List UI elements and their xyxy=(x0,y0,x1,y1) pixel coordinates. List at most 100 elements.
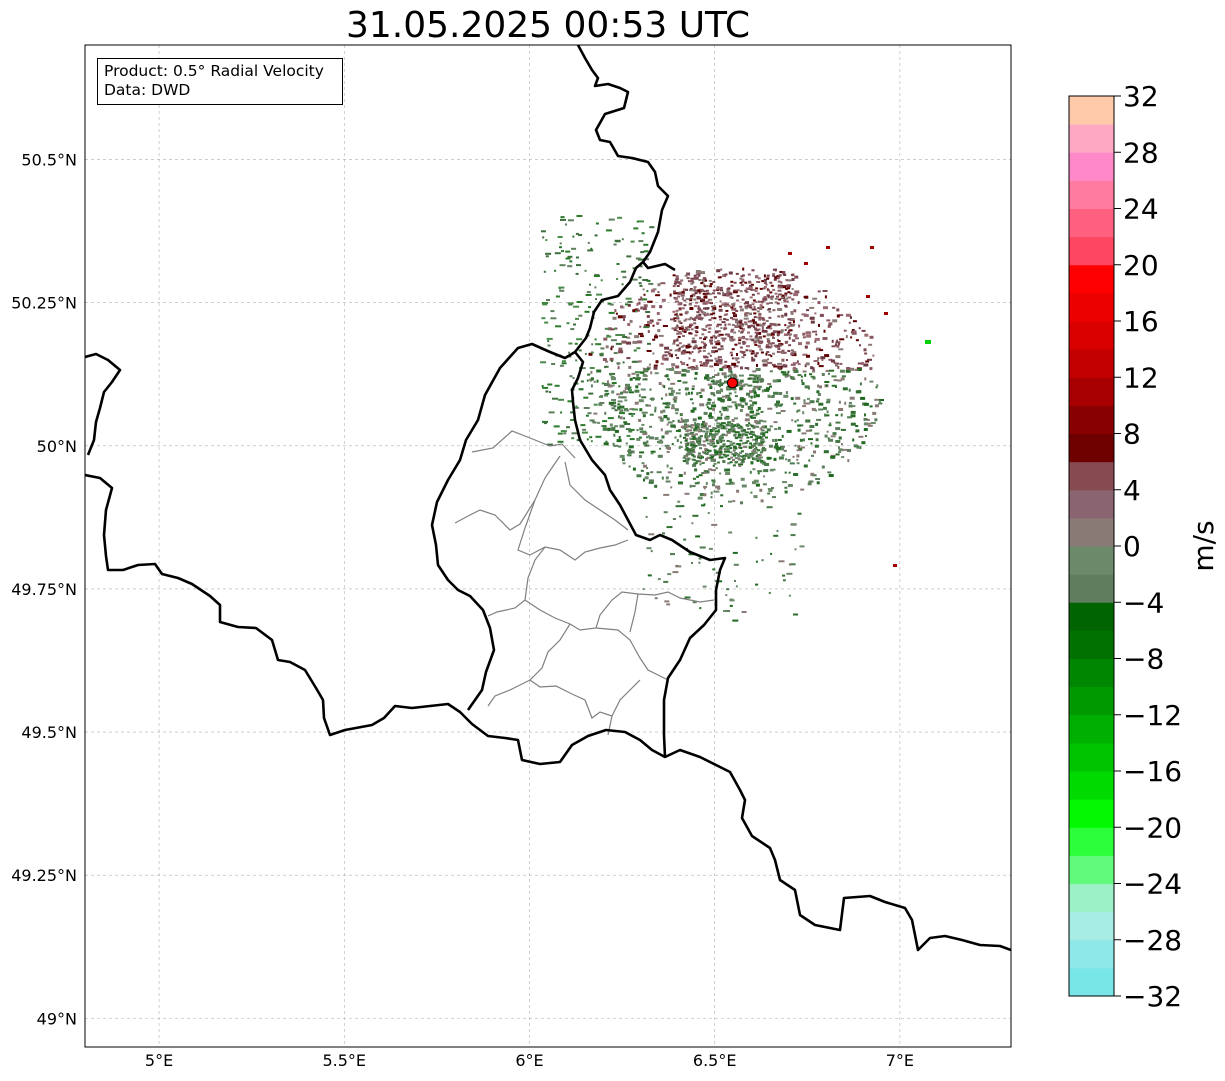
echo-pixel xyxy=(766,338,770,340)
echo-pixel xyxy=(730,336,734,338)
echo-pixel xyxy=(857,368,862,371)
echo-pixel xyxy=(808,459,811,462)
echo-pixel xyxy=(567,219,574,222)
echo-pixel xyxy=(847,416,853,419)
echo-pixel xyxy=(677,380,682,382)
echo-pixel xyxy=(717,334,721,337)
echo-pixel xyxy=(647,434,650,438)
echo-pixel xyxy=(740,427,744,430)
lon-tick-label: 6.5°E xyxy=(693,1051,737,1070)
echo-pixel xyxy=(703,411,708,415)
echo-pixel xyxy=(688,303,692,306)
echo-pixel xyxy=(717,416,723,420)
echo-pixel xyxy=(777,340,781,342)
echo-pixel xyxy=(740,336,744,339)
echo-pixel xyxy=(727,367,732,371)
echo-pixel xyxy=(754,322,758,325)
echo-pixel xyxy=(707,331,711,334)
echo-pixel xyxy=(706,377,711,379)
echo-pixel xyxy=(625,391,629,394)
echo-pixel xyxy=(692,444,695,448)
echo-pixel xyxy=(680,325,684,328)
echo-pixel xyxy=(752,448,756,451)
echo-pixel xyxy=(848,401,852,404)
echo-pixel xyxy=(765,352,768,356)
admin-border-line xyxy=(529,623,613,719)
echo-pixel xyxy=(670,318,675,321)
echo-pixel xyxy=(699,403,705,407)
echo-pixel xyxy=(646,404,652,407)
echo-pixel xyxy=(793,293,799,297)
echo-pixel xyxy=(759,436,763,439)
echo-pixel xyxy=(672,342,676,345)
echo-pixel xyxy=(734,395,738,398)
echo-pixel xyxy=(709,298,713,301)
echo-pixel xyxy=(646,315,650,318)
echo-pixel xyxy=(697,347,701,350)
echo-pixel xyxy=(707,383,712,386)
echo-pixel xyxy=(879,399,884,401)
echo-pixel xyxy=(719,472,722,475)
echo-pixel xyxy=(760,433,764,435)
echo-pixel xyxy=(747,273,751,276)
echo-pixel xyxy=(750,324,753,327)
echo-pixel xyxy=(814,312,817,315)
echo-pixel xyxy=(645,515,648,518)
echo-pixel xyxy=(744,314,748,317)
echo-pixel xyxy=(709,386,713,389)
echo-pixel xyxy=(726,288,730,291)
echo-pixel xyxy=(797,363,801,366)
echo-pixel xyxy=(768,354,772,356)
echo-pixel xyxy=(639,408,643,412)
echo-pixel xyxy=(685,438,689,441)
echo-pixel xyxy=(704,376,707,380)
echo-pixel xyxy=(822,290,828,292)
echo-pixel xyxy=(618,350,624,354)
echo-pixel xyxy=(705,430,709,433)
echo-pixel xyxy=(727,405,733,408)
echo-pixel xyxy=(637,258,644,261)
echo-pixel xyxy=(808,438,813,441)
echo-pixel xyxy=(693,276,699,280)
echo-pixel xyxy=(694,377,698,380)
echo-pixel xyxy=(732,388,737,391)
echo-pixel xyxy=(599,354,604,357)
echo-pixel xyxy=(724,303,728,306)
echo-pixel xyxy=(727,445,731,448)
echo-pixel xyxy=(691,402,694,405)
echo-pixel xyxy=(702,451,705,454)
echo-pixel xyxy=(664,406,670,409)
echo-pixel xyxy=(687,457,691,460)
admin-border-line xyxy=(611,679,641,717)
echo-pixel xyxy=(703,471,707,474)
echo-pixel xyxy=(756,409,759,412)
echo-pixel xyxy=(697,427,700,430)
echo-pixel xyxy=(742,342,746,345)
echo-pixel xyxy=(728,271,733,275)
echo-pixel xyxy=(645,324,650,328)
echo-pixel xyxy=(762,461,767,465)
echo-pixel xyxy=(874,418,878,422)
echo-pixel xyxy=(692,436,696,439)
echo-pixel xyxy=(838,314,844,317)
echo-pixel xyxy=(617,216,623,219)
echo-pixel xyxy=(734,376,738,380)
echo-pixel xyxy=(798,324,801,328)
echo-pixel xyxy=(791,339,795,342)
echo-pixel xyxy=(710,469,716,472)
echo-pixel xyxy=(607,327,612,331)
echo-pixel xyxy=(713,462,717,465)
echo-pixel xyxy=(604,327,609,330)
echo-pixel xyxy=(753,458,757,461)
echo-pixel xyxy=(715,433,719,436)
echo-pixel xyxy=(725,394,731,397)
echo-pixel xyxy=(720,494,724,497)
echo-pixel xyxy=(740,501,743,505)
echo-pixel xyxy=(777,446,782,450)
echo-pixel xyxy=(745,301,750,305)
echo-pixel xyxy=(787,325,790,328)
echo-pixel xyxy=(697,456,701,459)
echo-pixel xyxy=(802,332,806,336)
echo-pixel xyxy=(844,401,847,405)
